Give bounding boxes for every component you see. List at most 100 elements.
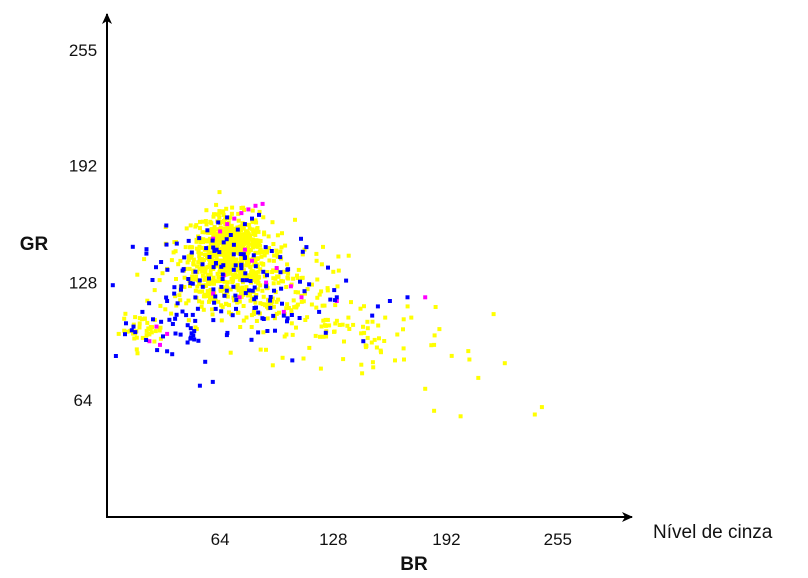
data-point [222, 279, 227, 284]
data-point [217, 262, 222, 267]
data-point [267, 246, 271, 251]
data-point [243, 255, 247, 260]
data-point [232, 236, 237, 240]
data-point [157, 328, 162, 333]
data-point [206, 282, 211, 286]
data-point [360, 371, 365, 376]
x-tick-label: 128 [319, 530, 347, 549]
data-point [248, 247, 253, 252]
data-point [405, 295, 410, 300]
data-point [208, 272, 213, 277]
data-point [198, 240, 203, 245]
data-point [175, 301, 180, 306]
data-point [372, 337, 377, 342]
data-point [238, 233, 243, 238]
data-point [220, 228, 225, 233]
data-point [184, 301, 189, 306]
data-point [239, 262, 244, 267]
data-point [137, 325, 142, 330]
data-point [203, 238, 208, 243]
data-point [232, 216, 237, 221]
data-point [253, 233, 258, 237]
data-point [437, 327, 442, 332]
data-point [216, 220, 221, 225]
data-point [359, 331, 364, 336]
data-point [253, 229, 258, 233]
data-point [344, 278, 349, 283]
data-point [239, 266, 244, 271]
data-point [245, 254, 250, 259]
data-point [197, 267, 202, 272]
data-point [334, 295, 339, 300]
data-point [225, 330, 230, 335]
data-point [212, 225, 217, 230]
data-point [268, 298, 273, 303]
data-point [137, 316, 142, 321]
data-point [433, 305, 438, 309]
data-point [137, 321, 142, 326]
data-point [336, 268, 341, 273]
data-point [241, 226, 246, 231]
data-point [163, 307, 168, 312]
data-point [176, 262, 181, 267]
data-point [217, 250, 222, 255]
data-point [217, 190, 222, 195]
data-point [157, 278, 162, 283]
data-point [245, 250, 250, 255]
data-point [261, 262, 266, 266]
data-point [209, 255, 214, 260]
data-point [334, 318, 339, 323]
data-point [295, 276, 300, 280]
data-point [274, 299, 279, 304]
data-point [229, 225, 234, 230]
data-point [200, 262, 205, 267]
data-point [225, 215, 230, 220]
data-point [189, 250, 194, 255]
data-point [302, 247, 307, 252]
data-point [295, 302, 300, 307]
data-point [191, 333, 196, 338]
data-point [147, 339, 152, 344]
data-point [210, 307, 214, 312]
data-point [539, 405, 544, 410]
data-point [276, 280, 281, 285]
data-point [423, 295, 428, 300]
data-point [180, 309, 185, 314]
data-point [243, 291, 248, 296]
data-point [249, 325, 254, 329]
data-point [270, 363, 275, 368]
data-point [244, 315, 249, 320]
data-point [383, 315, 388, 320]
data-point [205, 272, 210, 277]
data-point [188, 284, 192, 289]
data-point [203, 230, 208, 235]
data-point [218, 241, 223, 246]
data-point [235, 283, 240, 288]
data-point [240, 221, 245, 226]
data-point [322, 323, 327, 328]
data-point [252, 285, 257, 290]
data-point [250, 216, 254, 221]
data-point [208, 260, 213, 264]
data-point [315, 295, 320, 300]
data-point [361, 324, 365, 329]
data-point [199, 304, 204, 309]
data-point [159, 260, 164, 264]
data-point [264, 347, 268, 352]
data-point [256, 275, 261, 280]
data-point [358, 306, 363, 311]
data-point [258, 267, 263, 272]
data-point [116, 331, 121, 336]
data-point [122, 316, 127, 321]
data-point [238, 325, 243, 329]
data-point [295, 273, 299, 278]
data-point [158, 342, 162, 347]
data-point [170, 322, 175, 326]
data-point [170, 352, 175, 357]
data-point [214, 235, 219, 240]
data-point [178, 258, 183, 263]
data-point [321, 334, 326, 339]
data-point [375, 304, 380, 309]
data-point [239, 211, 244, 216]
